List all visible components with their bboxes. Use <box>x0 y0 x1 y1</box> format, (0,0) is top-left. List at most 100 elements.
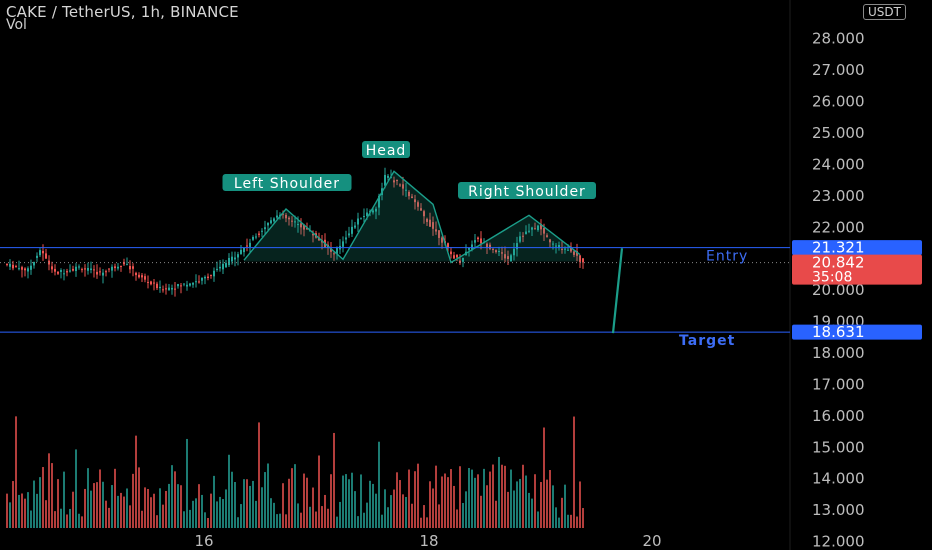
candle-body <box>516 243 518 250</box>
target-label: Target <box>679 333 735 349</box>
candle-body <box>39 250 41 256</box>
volume-bar <box>57 479 59 528</box>
volume-bar <box>96 482 98 528</box>
volume-bar <box>210 493 212 528</box>
volume-bar <box>432 488 434 528</box>
candle-body <box>456 254 458 258</box>
volume-bar <box>279 513 281 528</box>
candle-body <box>432 222 434 229</box>
volume-bar <box>444 473 446 528</box>
volume-bar <box>303 473 305 528</box>
candle-body <box>378 195 380 208</box>
volume-bar <box>339 501 341 528</box>
volume-bar <box>153 493 155 528</box>
volume-bar <box>6 493 8 528</box>
volume-bar <box>228 454 230 528</box>
volume-bar <box>33 480 35 528</box>
candle-body <box>273 218 275 222</box>
volume-bar <box>384 489 386 528</box>
candle-body <box>204 276 206 279</box>
volume-bar <box>582 508 584 528</box>
currency-badge[interactable]: USDT <box>863 4 906 20</box>
candle-body <box>300 223 302 228</box>
candle-body <box>270 220 272 224</box>
candle-body <box>12 264 14 269</box>
volume-bar <box>48 453 50 528</box>
candle-body <box>99 271 101 273</box>
volume-bar <box>243 479 245 528</box>
volume-bar <box>375 493 377 528</box>
candle-body <box>159 286 161 289</box>
candle-body <box>36 255 38 258</box>
candle-body <box>408 191 410 197</box>
candle-body <box>201 277 203 281</box>
volume-bar <box>360 474 362 528</box>
volume-bar <box>258 422 260 528</box>
y-axis-tick-label: 17.000 <box>812 375 865 393</box>
volume-bar <box>456 509 458 528</box>
candle-body <box>498 251 500 253</box>
chart-title[interactable]: CAKE / TetherUS, 1h, BINANCE <box>6 3 239 21</box>
candle-body <box>375 208 377 212</box>
volume-bar <box>297 503 299 528</box>
volume-bar <box>366 502 368 528</box>
candle-body <box>348 233 350 236</box>
candle-body <box>138 274 140 278</box>
candle-body <box>192 282 194 285</box>
candle-body <box>60 270 62 272</box>
volume-bar <box>27 492 29 528</box>
volume-bar <box>195 498 197 528</box>
candle-body <box>132 266 134 269</box>
volume-bar <box>492 464 494 528</box>
volume-bar <box>252 480 254 528</box>
volume-bar <box>51 463 53 528</box>
candle-body <box>63 273 65 275</box>
candle-body <box>210 274 212 276</box>
volume-bar <box>276 514 278 528</box>
volume-bar <box>462 502 464 528</box>
volume-bar <box>240 504 242 528</box>
volume-bar <box>495 500 497 528</box>
volume-bar <box>558 517 560 528</box>
volume-bar <box>519 478 521 528</box>
candle-body <box>420 208 422 211</box>
pattern-area <box>244 171 580 263</box>
volume-bar <box>12 481 14 528</box>
volume-bar <box>69 508 71 528</box>
candle-body <box>6 264 8 266</box>
volume-bar <box>501 464 503 528</box>
candle-body <box>579 255 581 262</box>
candle-body <box>150 281 152 285</box>
volume-bar <box>564 484 566 528</box>
candle-body <box>357 218 359 225</box>
candle-body <box>96 271 98 275</box>
volume-bar <box>468 467 470 528</box>
volume-bar <box>30 510 32 528</box>
entry-label: Entry <box>706 249 748 265</box>
candle-body <box>57 271 59 274</box>
candle-body <box>234 257 236 260</box>
volume-bar <box>93 483 95 528</box>
volume-bar <box>507 491 509 528</box>
candle-body <box>453 255 455 259</box>
candle-body <box>117 266 119 269</box>
y-axis-tick-label: 24.000 <box>812 155 865 173</box>
y-axis-tick-label: 15.000 <box>812 438 865 456</box>
volume-bar <box>267 463 269 528</box>
volume-bar <box>282 483 284 528</box>
volume-bar <box>201 494 203 528</box>
volume-bar <box>294 464 296 528</box>
candle-body <box>84 268 86 270</box>
candle-body <box>438 230 440 238</box>
candle-body <box>501 252 503 254</box>
candle-body <box>93 269 95 271</box>
volume-bar <box>414 471 416 528</box>
volume-bar <box>453 485 455 528</box>
volume-bar <box>402 494 404 528</box>
volume-bar <box>447 477 449 528</box>
candle-body <box>87 267 89 271</box>
volume-indicator-label[interactable]: Vol <box>6 17 27 33</box>
entry-price-tag: 21.321 <box>812 239 865 257</box>
volume-bar <box>540 482 542 528</box>
